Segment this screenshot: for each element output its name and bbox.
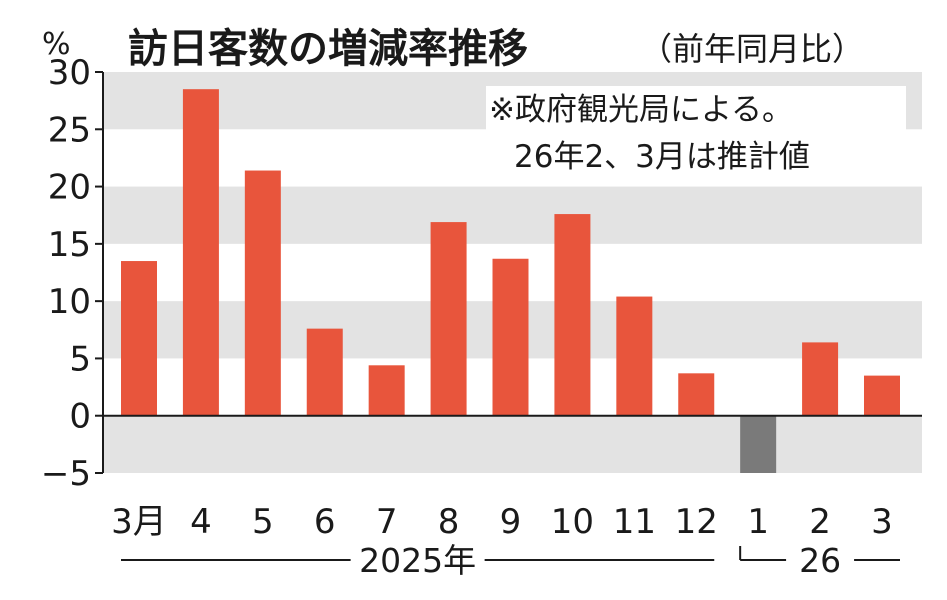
unit-label: %: [42, 27, 71, 62]
x-tick-label: 1: [747, 502, 769, 542]
bar: [121, 261, 157, 416]
y-tick-label: −5: [41, 454, 91, 494]
bar: [678, 373, 715, 416]
year-group-label: 26: [799, 541, 841, 580]
bar: [306, 328, 343, 416]
year-groups: 2025年 26: [121, 541, 900, 580]
bar: [430, 222, 467, 416]
x-tick-labels: 3月 4 5 6 7 8 9 10 11 12 1 2 3: [111, 502, 893, 542]
grid-band: [103, 186, 922, 244]
note-bg-2: [510, 134, 906, 178]
note-bg-1: [486, 86, 906, 130]
bar: [802, 342, 839, 416]
y-tick-label: 30: [48, 53, 91, 93]
bar: [740, 415, 777, 473]
note-line-1: ※政府観光局による。: [489, 92, 793, 128]
bar: [182, 89, 219, 416]
y-tick-label: 25: [48, 110, 91, 150]
y-tick-labels: 30 25 20 15 10 5 0 −5: [41, 53, 91, 494]
x-tick-label: 8: [438, 502, 460, 542]
y-axis: [95, 71, 922, 474]
x-tick-label: 9: [500, 502, 522, 542]
year-group-label: 2025年: [359, 541, 476, 580]
x-tick-label: 11: [613, 502, 656, 542]
bar: [244, 170, 281, 416]
chart-title: 訪日客数の増減率推移: [128, 26, 528, 72]
x-tick-label: 3月: [111, 502, 167, 542]
x-tick-label: 5: [252, 502, 274, 542]
grid-bands: [103, 72, 922, 473]
chart-subtitle: （前年同月比）: [640, 30, 864, 68]
x-tick-label: 3: [871, 502, 893, 542]
x-tick-label: 10: [551, 502, 594, 542]
note-line-2: 26年2、3月は推計値: [514, 139, 810, 175]
y-tick-label: 10: [48, 282, 91, 322]
bar: [616, 296, 653, 416]
x-tick-label: 2: [809, 502, 831, 542]
bars: [121, 89, 900, 473]
y-tick-label: 0: [69, 397, 91, 437]
x-tick-label: 6: [314, 502, 336, 542]
x-tick-label: 12: [675, 502, 718, 542]
x-tick-label: 7: [376, 502, 398, 542]
x-tick-label: 4: [190, 502, 212, 542]
bar: [368, 365, 405, 416]
grid-band: [103, 415, 922, 473]
y-tick-label: 20: [48, 168, 91, 208]
bar: [864, 375, 900, 416]
y-tick-label: 5: [69, 339, 91, 379]
bar: [554, 214, 591, 416]
y-tick-label: 15: [48, 225, 91, 265]
bar: [492, 258, 529, 416]
